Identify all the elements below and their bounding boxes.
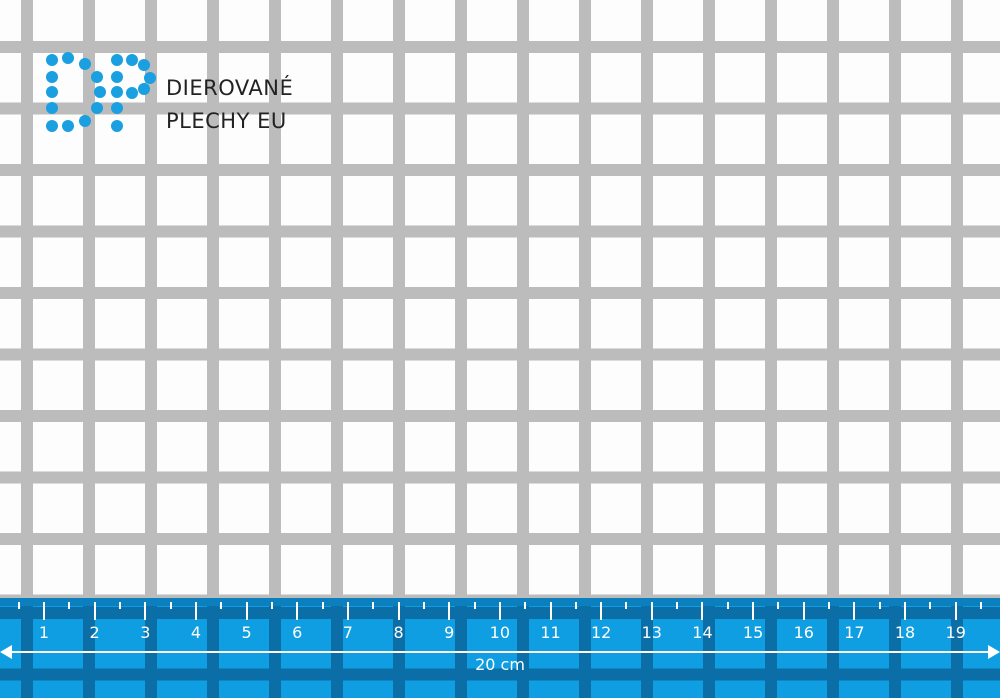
ruler-number: 2 — [89, 623, 100, 642]
major-tick — [245, 602, 248, 620]
major-tick — [498, 602, 501, 620]
major-tick — [954, 602, 957, 620]
major-tick — [752, 602, 755, 620]
logo-dot — [138, 83, 150, 95]
minor-tick — [321, 602, 324, 609]
major-tick — [600, 602, 603, 620]
logo-dot — [91, 102, 103, 114]
minor-tick — [828, 602, 831, 609]
minor-tick — [980, 602, 983, 609]
ruler-number: 12 — [590, 623, 612, 642]
arrow-right-icon — [988, 645, 1000, 659]
ruler-number: 10 — [489, 623, 511, 642]
logo-dot — [46, 86, 58, 98]
major-tick — [194, 602, 197, 620]
minor-tick — [574, 602, 577, 609]
major-tick — [43, 602, 45, 620]
ruler-number: 1 — [38, 623, 50, 642]
logo-dot — [91, 71, 103, 83]
minor-tick — [625, 602, 628, 609]
logo-dot — [138, 59, 150, 71]
minor-tick — [169, 602, 172, 609]
logo-dot — [79, 115, 91, 127]
logo-dot — [79, 58, 91, 70]
major-tick — [296, 602, 299, 620]
ruler-number: 8 — [393, 623, 404, 642]
logo-dot — [126, 54, 138, 66]
major-tick — [346, 602, 349, 620]
brand-line-1: DIEROVANÉ — [166, 76, 294, 100]
major-tick — [93, 602, 96, 620]
minor-tick — [878, 602, 881, 609]
logo-dot — [94, 86, 106, 98]
logo-dot — [46, 54, 58, 66]
major-tick — [802, 602, 805, 620]
major-tick — [448, 602, 451, 620]
minor-tick — [118, 602, 121, 609]
logo-dot — [46, 120, 58, 132]
ruler-number: 4 — [190, 623, 202, 642]
minor-tick — [422, 602, 425, 609]
ruler-number: 11 — [540, 623, 561, 642]
major-tick — [853, 602, 856, 620]
minor-tick — [270, 602, 273, 609]
ruler-number: 5 — [241, 623, 252, 642]
ruler-number: 17 — [844, 623, 865, 642]
ruler-number: 6 — [292, 623, 303, 642]
logo-dot — [62, 120, 74, 132]
minor-tick — [524, 602, 527, 609]
logo-dot — [46, 102, 58, 114]
ruler-number: 18 — [894, 623, 916, 642]
logo-dot — [62, 52, 74, 64]
logo-dot — [111, 54, 123, 66]
length-label: 20 cm — [475, 655, 525, 674]
ruler-number: 13 — [641, 623, 662, 642]
minor-tick — [929, 602, 932, 609]
minor-tick — [68, 602, 71, 609]
ruler-number: 19 — [945, 623, 966, 642]
minor-tick — [220, 602, 223, 609]
logo-dot — [126, 87, 138, 99]
logo-dot — [144, 72, 156, 84]
minor-tick — [726, 602, 729, 609]
logo-dot — [111, 120, 123, 132]
major-tick — [904, 602, 907, 620]
ruler-number: 15 — [742, 623, 764, 642]
minor-tick — [372, 602, 375, 609]
perforated-sheet — [0, 0, 1000, 598]
major-tick — [549, 602, 552, 620]
major-tick — [144, 602, 147, 620]
length-arrow — [4, 651, 996, 653]
ruler-number: 16 — [793, 623, 814, 642]
minor-tick — [777, 602, 780, 609]
dp-logo-icon — [46, 52, 156, 132]
minor-tick — [676, 602, 679, 609]
logo-dot — [111, 102, 123, 114]
logo-dot — [111, 86, 123, 98]
logo-dot — [111, 71, 123, 83]
major-tick — [397, 602, 400, 620]
arrow-left-icon — [0, 645, 12, 659]
ruler-number: 14 — [692, 623, 713, 642]
logo-dot — [46, 71, 58, 83]
major-tick — [650, 602, 653, 620]
major-tick — [701, 602, 704, 620]
minor-tick — [473, 602, 476, 609]
ruler-number: 9 — [444, 623, 455, 642]
brand-line-2: PLECHY EU — [166, 109, 287, 133]
minor-tick — [17, 602, 20, 609]
ruler-number: 3 — [140, 623, 151, 642]
ruler-number: 7 — [342, 623, 353, 642]
